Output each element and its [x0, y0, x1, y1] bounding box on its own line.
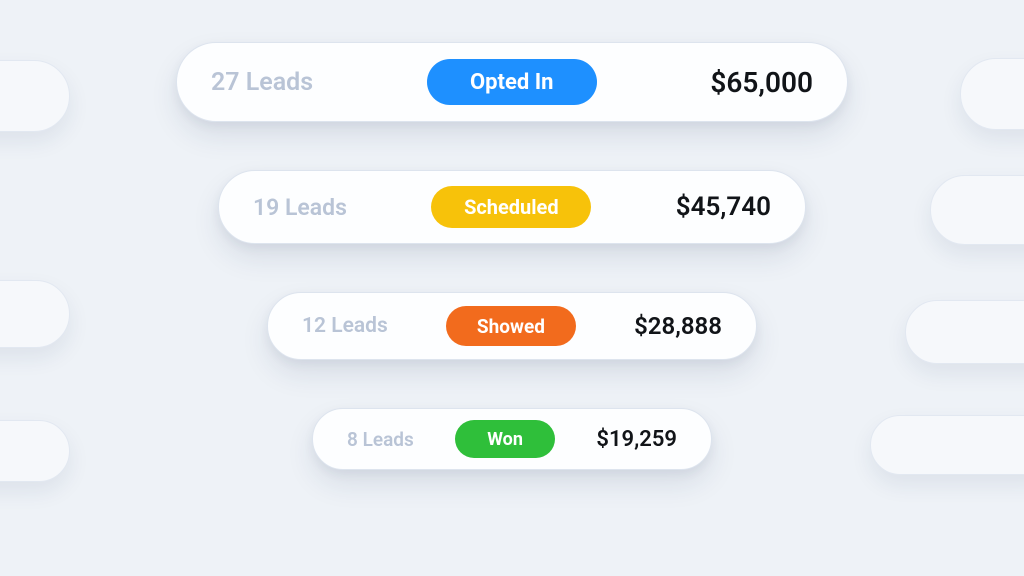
- funnel-row-scheduled[interactable]: 19 Leads Scheduled $45,740: [218, 170, 806, 244]
- leads-count: 19 Leads: [253, 194, 347, 221]
- leads-count: 8 Leads: [347, 428, 414, 451]
- ghost-pill: [0, 420, 70, 482]
- leads-count: 12 Leads: [302, 314, 388, 338]
- status-badge-scheduled: Scheduled: [431, 186, 591, 228]
- amount-value: $45,740: [676, 192, 771, 222]
- ghost-pill: [870, 415, 1024, 475]
- funnel-stage: 27 Leads Opted In $65,000 19 Leads Sched…: [0, 0, 1024, 576]
- amount-value: $28,888: [634, 312, 722, 340]
- status-badge-showed: Showed: [446, 306, 576, 346]
- status-badge-won: Won: [455, 420, 555, 458]
- amount-value: $19,259: [596, 427, 677, 452]
- ghost-pill: [960, 58, 1024, 130]
- funnel-row-showed[interactable]: 12 Leads Showed $28,888: [267, 292, 757, 360]
- funnel-row-opted-in[interactable]: 27 Leads Opted In $65,000: [176, 42, 848, 122]
- ghost-pill: [0, 280, 70, 348]
- leads-count: 27 Leads: [211, 68, 313, 97]
- status-badge-opted-in: Opted In: [427, 59, 597, 105]
- amount-value: $65,000: [710, 66, 813, 99]
- ghost-pill: [930, 175, 1024, 245]
- ghost-pill: [905, 300, 1024, 364]
- ghost-pill: [0, 60, 70, 132]
- funnel-row-won[interactable]: 8 Leads Won $19,259: [312, 408, 712, 470]
